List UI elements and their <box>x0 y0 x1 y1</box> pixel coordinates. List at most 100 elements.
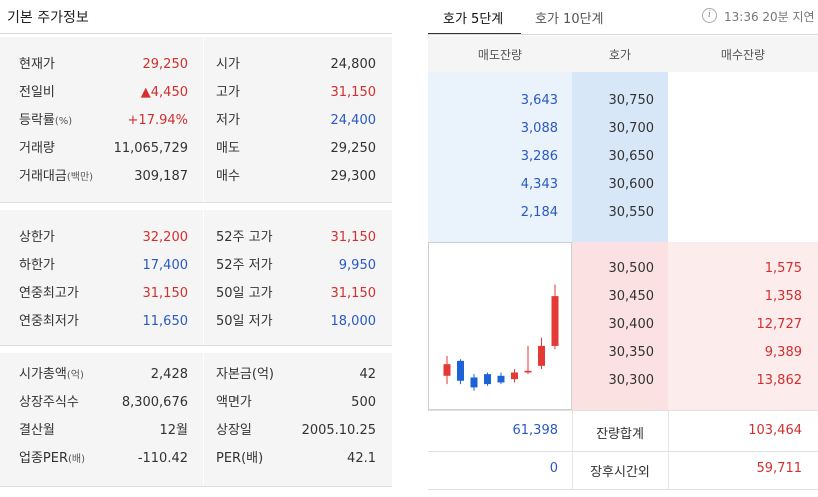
info-label-2: 상장일 <box>216 417 252 445</box>
ask-qty-area <box>428 72 572 242</box>
info-label-2: 액면가 <box>216 389 252 417</box>
tab-5-levels[interactable]: 호가 5단계 <box>443 12 504 27</box>
info-label-2-text: 고가 <box>216 85 240 100</box>
info-row: 거래대금(백만) 309,187 매수 29,300 <box>0 163 392 191</box>
candle-body <box>497 375 505 383</box>
candle-body <box>538 345 545 366</box>
info-value-2: 9,950 <box>338 258 376 273</box>
info-row: 결산월 12월 상장일 2005.10.25 <box>0 417 392 445</box>
panel-title: 기본 주가정보 <box>7 10 89 26</box>
info-label-2: 자본금(억) <box>216 361 274 389</box>
info-label: 시가총액(억) <box>19 361 84 390</box>
info-label-2-text: 매수 <box>216 169 240 184</box>
info-value: 309,187 <box>134 169 188 184</box>
ask-qty: 2,184 <box>520 205 558 220</box>
info-row: 업종PER (배) -110.42 PER(배) 42.1 <box>0 445 392 473</box>
candle-body <box>457 360 464 381</box>
info-value-2: 31,150 <box>330 230 377 245</box>
bid-price[interactable]: 30,350 <box>608 345 655 360</box>
info-label-2-text: 저가 <box>216 113 240 128</box>
ask-price[interactable]: 30,750 <box>608 93 655 108</box>
info-label: 결산월 <box>19 417 55 446</box>
mini-candle-svg <box>443 284 559 391</box>
bid-price[interactable]: 30,400 <box>608 317 655 332</box>
info-label-2: PER(배) <box>216 445 263 473</box>
tab-10-levels[interactable]: 호가 10단계 <box>535 12 604 27</box>
info-label-2: 저가 <box>216 107 240 135</box>
info-value-2: 18,000 <box>330 314 377 329</box>
info-value: 2,428 <box>150 367 188 382</box>
ask-qty-header: 매도잔량 <box>477 48 523 62</box>
info-label-2: 시가 <box>216 51 240 79</box>
info-row: 현재가 29,250 시가 24,800 <box>0 51 392 79</box>
bid-qty: 1,358 <box>764 289 802 304</box>
after-hours-bid-qty: 59,711 <box>756 461 803 476</box>
candle-body <box>484 374 491 385</box>
info-label-2-text: 50일 저가 <box>216 314 273 329</box>
info-label: 거래량 <box>19 135 55 164</box>
info-label-text: 전일비 <box>19 85 55 100</box>
info-label-2-text: 상장일 <box>216 423 252 438</box>
info-value: 12월 <box>159 423 188 438</box>
info-label: 연중최고가 <box>19 280 79 309</box>
info-label-text: 하한가 <box>19 258 55 273</box>
bid-qty-area <box>668 242 818 410</box>
info-label: 거래대금(백만) <box>19 163 93 192</box>
total-ask-qty: 61,398 <box>512 423 559 438</box>
info-label-text: 결산월 <box>19 423 55 438</box>
bid-price[interactable]: 30,450 <box>608 289 655 304</box>
info-label: 등락률(%) <box>19 107 72 136</box>
info-value-2: 42.1 <box>347 451 376 466</box>
candle-body <box>470 377 478 388</box>
info-row: 상한가 32,200 52주 고가 31,150 <box>0 224 392 252</box>
ask-price[interactable]: 30,650 <box>608 149 655 164</box>
bid-price[interactable]: 30,300 <box>608 373 655 388</box>
info-row: 상장주식수 8,300,676 액면가 500 <box>0 389 392 417</box>
candle-body <box>524 370 532 373</box>
basic-stock-info-panel: 기본 주가정보 현재가 29,250 시가 24,800 전일비 ▲4,450 고가 31,1… <box>0 0 392 497</box>
mini-candle-chart <box>428 242 572 410</box>
info-label: 하한가 <box>19 252 55 281</box>
info-row: 연중최고가 31,150 50일 고가 31,150 <box>0 280 392 308</box>
ask-price[interactable]: 30,600 <box>608 177 655 192</box>
info-value-2: 500 <box>351 395 376 410</box>
info-icon[interactable]: i <box>702 8 717 23</box>
info-row: 거래량 11,065,729 매도 29,250 <box>0 135 392 163</box>
range-info-group: 상한가 32,200 52주 고가 31,150 하한가 17,400 52주 저가 9,95… <box>0 210 392 346</box>
info-value: 11,065,729 <box>113 141 188 156</box>
ask-price[interactable]: 30,550 <box>608 205 655 220</box>
info-row: 연중최저가 11,650 50일 저가 18,000 <box>0 308 392 336</box>
bid-qty: 12,727 <box>756 317 803 332</box>
info-label: 연중최저가 <box>19 308 79 337</box>
info-label-text: 시가총액 <box>19 367 67 382</box>
delay-notice: 13:36 20분 지연 <box>724 10 815 24</box>
info-label-2: 매도 <box>216 135 240 163</box>
info-label-2-text: 52주 고가 <box>216 230 273 245</box>
info-value: 31,150 <box>142 286 189 301</box>
ask-price[interactable]: 30,700 <box>608 121 655 136</box>
info-row: 하한가 17,400 52주 저가 9,950 <box>0 252 392 280</box>
after-hours-label: 장후시간외 <box>590 465 650 480</box>
info-value-2: 29,250 <box>330 141 377 156</box>
info-label-2-unit: (억) <box>251 367 274 382</box>
info-label-2-text: PER <box>216 451 242 466</box>
info-label: 상한가 <box>19 224 55 253</box>
info-row: 등락률(%) +17.94% 저가 24,400 <box>0 107 392 135</box>
info-value: -110.42 <box>137 451 188 466</box>
candle-body <box>551 296 559 346</box>
total-remaining-label: 잔량합계 <box>596 427 644 442</box>
info-label-text: 현재가 <box>19 57 55 72</box>
info-label-2: 매수 <box>216 163 240 191</box>
tab-divider <box>428 34 818 35</box>
info-label-2-unit: (배) <box>241 451 264 466</box>
info-label-text: 상한가 <box>19 230 55 245</box>
info-value: 17,400 <box>142 258 189 273</box>
bid-price[interactable]: 30,500 <box>608 261 655 276</box>
info-value-2: 24,400 <box>330 113 377 128</box>
info-label-text: 업종PER <box>19 451 69 466</box>
title-divider <box>0 33 392 34</box>
info-label-2-text: 52주 저가 <box>216 258 273 273</box>
ask-qty: 4,343 <box>520 177 558 192</box>
candle-body <box>511 372 518 380</box>
price-info-group: 현재가 29,250 시가 24,800 전일비 ▲4,450 고가 31,150 등락률(%)… <box>0 37 392 203</box>
